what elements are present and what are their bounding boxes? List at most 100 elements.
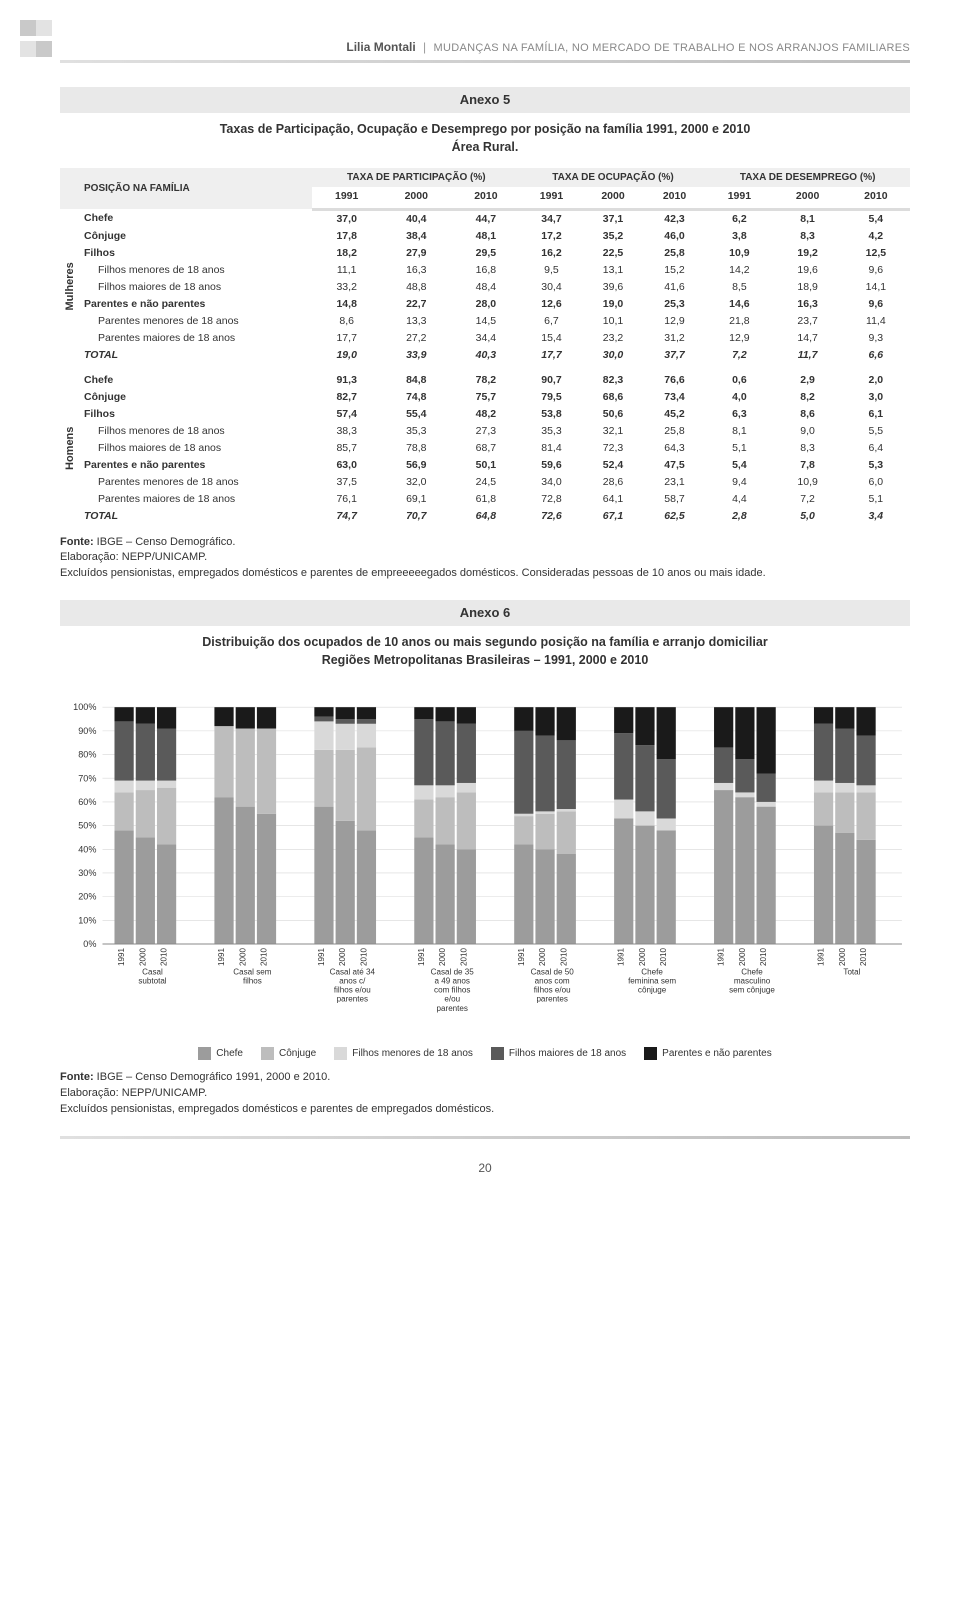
data-cell: 17,7 — [521, 347, 583, 364]
data-cell: 7,8 — [774, 457, 842, 474]
svg-text:2000: 2000 — [338, 948, 347, 966]
row-label: Parentes maiores de 18 anos — [80, 330, 312, 347]
data-cell: 8,3 — [774, 228, 842, 245]
anexo5-subtitle: Taxas de Participação, Ocupação e Desemp… — [60, 121, 910, 156]
svg-text:Casal de 50: Casal de 50 — [531, 968, 575, 977]
deco-square — [20, 41, 36, 57]
data-cell: 27,2 — [381, 330, 451, 347]
data-cell: 16,3 — [381, 262, 451, 279]
svg-text:40%: 40% — [78, 845, 96, 855]
data-cell: 6,6 — [842, 347, 910, 364]
svg-text:subtotal: subtotal — [138, 977, 166, 986]
table-row: Filhos57,455,448,253,850,645,26,38,66,1 — [60, 406, 910, 423]
data-cell: 16,2 — [521, 245, 583, 262]
data-cell: 10,1 — [582, 313, 644, 330]
svg-text:2010: 2010 — [559, 948, 568, 966]
svg-text:50%: 50% — [78, 821, 96, 831]
svg-text:1991: 1991 — [817, 948, 826, 966]
data-cell: 0,6 — [705, 372, 773, 389]
legend-swatch — [491, 1047, 504, 1060]
svg-text:100%: 100% — [73, 703, 96, 713]
data-cell: 34,0 — [521, 474, 583, 491]
data-cell: 58,7 — [644, 491, 706, 508]
data-cell: 7,2 — [774, 491, 842, 508]
data-cell: 30,0 — [582, 347, 644, 364]
data-cell: 7,2 — [705, 347, 773, 364]
data-cell: 9,3 — [842, 330, 910, 347]
data-cell: 3,0 — [842, 389, 910, 406]
data-cell: 28,0 — [451, 296, 521, 313]
svg-text:0%: 0% — [83, 939, 96, 949]
svg-text:1991: 1991 — [717, 948, 726, 966]
table-row: Parentes e não parentes14,822,728,012,61… — [60, 296, 910, 313]
data-cell: 42,3 — [644, 209, 706, 228]
data-cell: 48,4 — [451, 279, 521, 296]
table-row: Filhos menores de 18 anos11,116,316,89,5… — [60, 262, 910, 279]
svg-text:feminina sem: feminina sem — [628, 977, 676, 986]
data-cell: 64,8 — [451, 508, 521, 525]
fonte-text: IBGE – Censo Demográfico. — [97, 536, 236, 548]
row-label: Filhos — [80, 406, 312, 423]
svg-text:2000: 2000 — [538, 948, 547, 966]
data-cell: 27,9 — [381, 245, 451, 262]
data-cell: 30,4 — [521, 279, 583, 296]
header-title: MUDANÇAS NA FAMÍLIA, NO MERCADO DE TRABA… — [434, 42, 910, 54]
deco-square — [20, 20, 36, 36]
data-cell: 23,1 — [644, 474, 706, 491]
data-cell: 78,8 — [381, 440, 451, 457]
svg-text:Casal sem: Casal sem — [233, 968, 271, 977]
header-separator: | — [419, 40, 430, 54]
data-cell: 44,7 — [451, 209, 521, 228]
footer-rule — [60, 1136, 910, 1139]
svg-text:2010: 2010 — [859, 948, 868, 966]
data-cell: 72,6 — [521, 508, 583, 525]
data-cell: 5,4 — [705, 457, 773, 474]
data-cell: 19,0 — [582, 296, 644, 313]
table-row: Cônjuge17,838,448,117,235,246,03,88,34,2 — [60, 228, 910, 245]
corner-decoration — [20, 20, 52, 62]
data-cell: 32,0 — [381, 474, 451, 491]
data-cell: 85,7 — [312, 440, 382, 457]
data-cell: 6,7 — [521, 313, 583, 330]
deco-square — [36, 41, 52, 57]
data-cell: 14,7 — [774, 330, 842, 347]
row-label: Cônjuge — [80, 389, 312, 406]
svg-text:filhos e/ou: filhos e/ou — [534, 986, 571, 995]
anexo6-source: Fonte: IBGE – Censo Demográfico 1991, 20… — [60, 1070, 910, 1118]
svg-text:filhos: filhos — [243, 977, 262, 986]
data-cell: 35,3 — [521, 423, 583, 440]
data-cell: 19,6 — [774, 262, 842, 279]
data-cell: 48,1 — [451, 228, 521, 245]
data-cell: 35,3 — [381, 423, 451, 440]
data-cell: 19,0 — [312, 347, 382, 364]
table-row: MulheresChefe37,040,444,734,737,142,36,2… — [60, 209, 910, 228]
row-label: Filhos menores de 18 anos — [80, 423, 312, 440]
legend-swatch — [198, 1047, 211, 1060]
data-cell: 74,8 — [381, 389, 451, 406]
table-row: Filhos menores de 18 anos38,335,327,335,… — [60, 423, 910, 440]
svg-text:Casal até 34: Casal até 34 — [330, 968, 376, 977]
note-text: Excluídos pensionistas, empregados domés… — [60, 1103, 494, 1115]
anexo5-source: Fonte: IBGE – Censo Demográfico. Elabora… — [60, 535, 910, 583]
data-cell: 5,3 — [842, 457, 910, 474]
data-cell: 55,4 — [381, 406, 451, 423]
data-cell: 37,7 — [644, 347, 706, 364]
legend-swatch — [334, 1047, 347, 1060]
elab-text: Elaboração: NEPP/UNICAMP. — [60, 1087, 207, 1099]
svg-text:masculino: masculino — [734, 977, 771, 986]
table-row: TOTAL19,033,940,317,730,037,77,211,76,6 — [60, 347, 910, 364]
data-cell: 17,8 — [312, 228, 382, 245]
row-label: Filhos — [80, 245, 312, 262]
svg-text:Chefe: Chefe — [741, 968, 763, 977]
data-cell: 9,5 — [521, 262, 583, 279]
data-cell: 75,7 — [451, 389, 521, 406]
page-container: Lilia Montali | MUDANÇAS NA FAMÍLIA, NO … — [0, 0, 960, 1205]
row-label: Parentes maiores de 18 anos — [80, 491, 312, 508]
data-cell: 37,0 — [312, 209, 382, 228]
data-cell: 28,6 — [582, 474, 644, 491]
svg-text:60%: 60% — [78, 797, 96, 807]
data-cell: 34,4 — [451, 330, 521, 347]
data-cell: 48,8 — [381, 279, 451, 296]
row-label: Parentes menores de 18 anos — [80, 474, 312, 491]
data-cell: 21,8 — [705, 313, 773, 330]
